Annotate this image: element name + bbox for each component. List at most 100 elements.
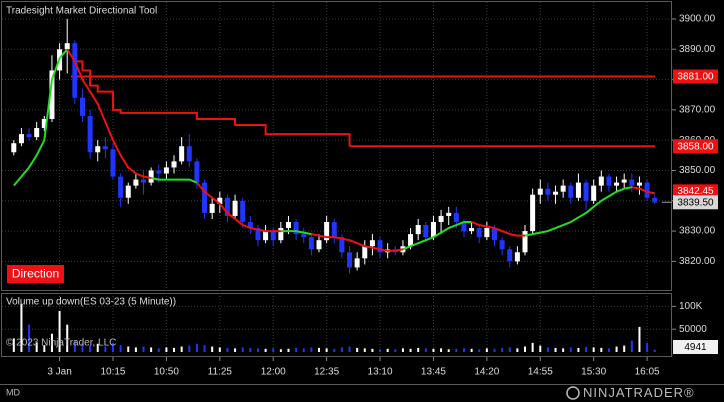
- volume-tick-label: 100K: [679, 301, 703, 312]
- candle-body: [194, 161, 200, 183]
- candle-body: [293, 221, 299, 235]
- volume-bar: [432, 348, 435, 352]
- y-tick-label: 3890.00: [679, 44, 716, 55]
- volume-bar: [554, 347, 557, 352]
- volume-bar: [340, 347, 343, 352]
- candle-body: [629, 179, 635, 186]
- volume-bar: [417, 347, 420, 352]
- candle-body: [186, 146, 192, 162]
- volume-bar: [241, 347, 244, 352]
- candle-body: [324, 221, 330, 241]
- last-price-label: 3839.50: [677, 197, 714, 208]
- volume-bar: [462, 348, 465, 352]
- volume-bar: [234, 348, 237, 352]
- candle-body: [278, 228, 284, 241]
- volume-bar: [180, 346, 183, 352]
- volume-bar: [104, 346, 107, 352]
- last-volume-box: [673, 340, 718, 354]
- volume-bar: [188, 345, 191, 352]
- volume-bar: [256, 348, 259, 352]
- brand-icon: [566, 386, 580, 400]
- candle-body: [484, 228, 490, 238]
- x-tick-label: 10:15: [100, 367, 125, 378]
- brand: NINJATRADER®: [583, 385, 695, 400]
- volume-bar: [546, 347, 549, 352]
- candle-body: [446, 212, 452, 216]
- volume-bar: [20, 304, 23, 352]
- volume-bar: [226, 347, 229, 352]
- candle-body: [575, 182, 581, 198]
- volume-bar: [516, 348, 519, 352]
- volume-bar: [409, 348, 412, 352]
- volume-bar: [111, 342, 114, 352]
- x-tick-label: 15:30: [581, 367, 606, 378]
- candle-body: [64, 43, 70, 50]
- candle-body: [163, 167, 169, 174]
- volume-bar: [249, 347, 252, 352]
- trend-line: [13, 48, 633, 251]
- copyright: © 2023 NinjaTrader, LLC: [6, 338, 116, 349]
- volume-bar: [287, 348, 290, 352]
- volume-bar: [592, 347, 595, 352]
- volume-bar: [218, 347, 221, 352]
- volume-bar: [508, 347, 511, 352]
- candle-body: [545, 188, 551, 195]
- volume-bar: [28, 324, 31, 352]
- candle-body: [591, 185, 597, 201]
- volume-bar: [150, 347, 153, 352]
- candle-body: [202, 182, 208, 213]
- candle-body: [369, 240, 375, 247]
- candle-body: [347, 252, 353, 268]
- candle-body: [598, 176, 604, 186]
- volume-title: Volume up down(ES 03-23 (5 Minute)): [6, 297, 176, 308]
- volume-bar: [66, 324, 69, 352]
- volume-bar: [96, 343, 99, 352]
- candle-body: [652, 197, 658, 203]
- volume-bar: [585, 346, 588, 352]
- x-tick-label: 16:05: [635, 367, 660, 378]
- volume-bar: [279, 349, 282, 352]
- volume-bar: [493, 348, 496, 352]
- y-tick-label: 3870.00: [679, 105, 716, 116]
- volume-bar: [524, 346, 527, 352]
- candle-body: [362, 246, 368, 259]
- trend-label: 3842.45: [677, 186, 714, 197]
- candle-body: [583, 182, 589, 201]
- candle-body: [11, 143, 17, 153]
- candle-body: [263, 231, 269, 241]
- candle-body: [430, 221, 436, 238]
- y-tick-label: 3900.00: [679, 14, 716, 25]
- x-tick-label: 14:20: [474, 367, 499, 378]
- trend-label-box: [673, 184, 718, 199]
- candle-body: [644, 182, 650, 198]
- volume-bar: [35, 342, 38, 352]
- candle-body: [49, 70, 55, 119]
- volume-bar: [638, 326, 641, 352]
- volume-bar: [440, 348, 443, 352]
- volume-bar: [485, 348, 488, 352]
- volume-bar: [356, 347, 359, 352]
- candle-body: [537, 188, 543, 195]
- candle-body: [553, 191, 559, 195]
- x-tick-label: 10:50: [154, 367, 179, 378]
- candle-body: [171, 161, 177, 168]
- candle-body: [209, 203, 215, 213]
- candle-body: [507, 249, 513, 262]
- x-tick-label: 14:55: [528, 367, 553, 378]
- candle-body: [34, 128, 40, 138]
- price-panel: [1, 1, 672, 291]
- candle-body: [247, 221, 253, 229]
- candle-body: [232, 200, 238, 216]
- volume-bar: [173, 347, 176, 352]
- volume-bar: [424, 348, 427, 352]
- marks: [11, 18, 658, 352]
- volume-bar: [211, 346, 214, 352]
- volume-bar: [386, 348, 389, 352]
- volume-bar: [81, 342, 84, 352]
- candle-body: [102, 146, 108, 150]
- candle-body: [461, 221, 467, 232]
- candle-body: [331, 221, 337, 238]
- candle-body: [118, 176, 124, 198]
- candle-body: [491, 228, 497, 241]
